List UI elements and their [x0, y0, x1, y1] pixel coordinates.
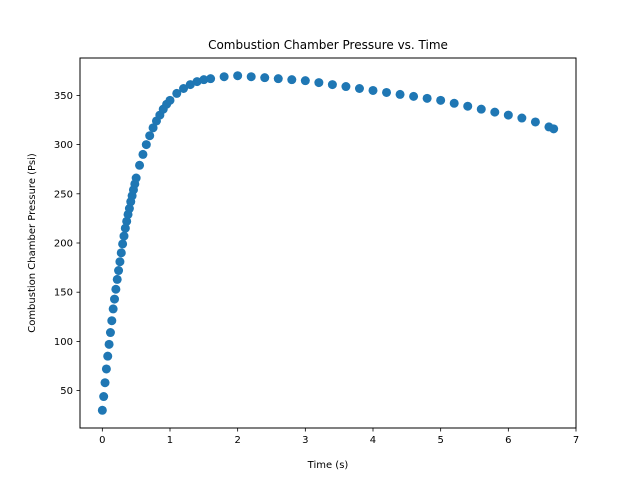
data-point — [141, 140, 151, 150]
data-point — [124, 204, 134, 214]
data-point — [300, 76, 310, 86]
x-tick-label: 3 — [302, 435, 308, 446]
x-tick-label: 5 — [437, 435, 443, 446]
data-point — [436, 95, 446, 105]
x-tick-label: 7 — [573, 435, 579, 446]
x-tick-label: 6 — [505, 435, 511, 446]
data-point — [120, 223, 130, 233]
data-point — [165, 95, 175, 105]
data-point — [199, 75, 209, 85]
data-point — [116, 248, 126, 258]
data-point — [341, 82, 351, 92]
data-point — [246, 72, 256, 82]
plot-frame — [79, 57, 577, 429]
data-point — [111, 284, 121, 294]
data-point — [273, 74, 283, 84]
plot-area — [97, 71, 559, 415]
x-axis: 0 1 2 3 4 5 6 7 — [99, 428, 579, 446]
data-point — [112, 274, 122, 284]
data-point — [530, 117, 540, 127]
data-point — [314, 78, 324, 88]
data-point — [206, 74, 216, 84]
data-point — [131, 173, 141, 183]
data-point — [100, 378, 110, 388]
data-point — [476, 104, 486, 114]
data-point — [101, 364, 111, 374]
data-point — [119, 231, 129, 241]
data-point — [409, 91, 419, 101]
data-point — [260, 73, 270, 83]
data-point — [287, 75, 297, 85]
data-point — [145, 131, 155, 141]
y-axis-label: Combustion Chamber Pressure (Psi) — [27, 153, 38, 333]
chart-title: Combustion Chamber Pressure vs. Time — [208, 38, 448, 52]
data-point — [148, 123, 158, 133]
data-point — [549, 124, 559, 134]
y-axis: 50 100 150 200 250 300 350 — [54, 91, 80, 397]
data-point — [107, 316, 117, 326]
data-point — [105, 328, 115, 338]
data-point — [118, 239, 128, 249]
data-point — [110, 294, 120, 304]
data-point — [382, 87, 392, 97]
data-point — [395, 89, 405, 99]
y-tick-label: 250 — [54, 189, 73, 200]
data-point — [114, 266, 124, 276]
x-tick-label: 4 — [370, 435, 376, 446]
data-point — [185, 80, 195, 90]
data-point — [179, 84, 189, 94]
x-axis-label: Time (s) — [307, 460, 349, 471]
y-tick-label: 100 — [54, 337, 73, 348]
data-point — [115, 257, 125, 267]
x-tick-label: 1 — [167, 435, 173, 446]
data-point — [517, 113, 527, 123]
x-tick-label: 0 — [99, 435, 105, 446]
data-point — [135, 160, 145, 170]
data-point — [463, 101, 473, 111]
data-point — [104, 339, 114, 349]
data-point — [503, 110, 513, 120]
data-point — [192, 77, 202, 87]
x-tick-label: 2 — [234, 435, 240, 446]
data-point — [422, 93, 432, 103]
y-tick-label: 200 — [54, 239, 73, 250]
data-point — [172, 88, 182, 98]
data-point — [122, 216, 132, 226]
data-point — [354, 84, 364, 94]
y-tick-label: 150 — [54, 288, 73, 299]
y-tick-label: 300 — [54, 140, 73, 151]
y-tick-label: 350 — [54, 91, 73, 102]
y-tick-label: 50 — [60, 386, 73, 397]
data-point — [138, 149, 148, 159]
data-point — [97, 405, 107, 415]
data-point — [233, 71, 243, 81]
data-point — [219, 72, 229, 82]
data-point — [449, 98, 459, 108]
data-point — [103, 351, 113, 361]
data-point — [490, 107, 500, 117]
data-point — [368, 85, 378, 95]
data-point — [99, 392, 109, 402]
data-point — [108, 304, 118, 314]
data-point — [327, 80, 337, 90]
